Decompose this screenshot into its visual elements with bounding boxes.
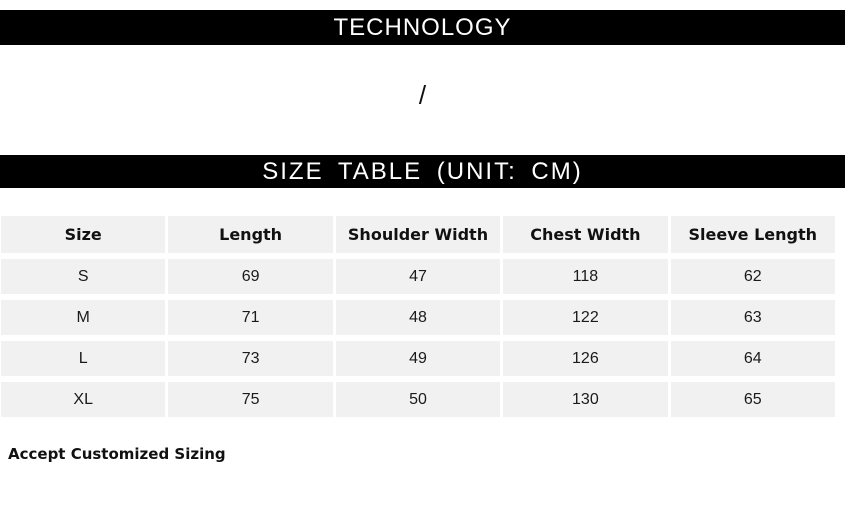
col-header-shoulder-width: Shoulder Width bbox=[335, 216, 501, 253]
size-table-banner-label: SIZE TABLE (UNIT: CM) bbox=[262, 157, 583, 185]
divider-slash: / bbox=[418, 80, 427, 110]
table-cell: 48 bbox=[335, 300, 501, 335]
table-cell: 62 bbox=[670, 259, 835, 294]
col-header-length: Length bbox=[168, 216, 333, 253]
table-cell: 122 bbox=[503, 300, 668, 335]
row-label-s: S bbox=[1, 259, 166, 294]
table-cell: 49 bbox=[335, 341, 501, 376]
size-table-banner: SIZE TABLE (UNIT: CM) bbox=[0, 155, 845, 188]
table-cell: 69 bbox=[168, 259, 333, 294]
size-table: Size Length Shoulder Width Chest Width S… bbox=[1, 216, 835, 417]
table-cell: 50 bbox=[335, 382, 501, 417]
table-cell: 118 bbox=[503, 259, 668, 294]
col-header-chest-width: Chest Width bbox=[503, 216, 668, 253]
row-label-l: L bbox=[1, 341, 166, 376]
row-label-xl: XL bbox=[1, 382, 166, 417]
table-cell: 126 bbox=[503, 341, 668, 376]
table-cell: 130 bbox=[503, 382, 668, 417]
customized-sizing-note: Accept Customized Sizing bbox=[8, 445, 226, 463]
table-cell: 47 bbox=[335, 259, 501, 294]
table-cell: 73 bbox=[168, 341, 333, 376]
table-cell: 64 bbox=[670, 341, 835, 376]
table-cell: 75 bbox=[168, 382, 333, 417]
technology-banner-label: TECHNOLOGY bbox=[333, 13, 512, 41]
col-header-size: Size bbox=[1, 216, 166, 253]
row-label-m: M bbox=[1, 300, 166, 335]
table-cell: 63 bbox=[670, 300, 835, 335]
table-cell: 65 bbox=[670, 382, 835, 417]
col-header-sleeve-length: Sleeve Length bbox=[670, 216, 835, 253]
table-cell: 71 bbox=[168, 300, 333, 335]
technology-banner: TECHNOLOGY bbox=[0, 10, 845, 45]
